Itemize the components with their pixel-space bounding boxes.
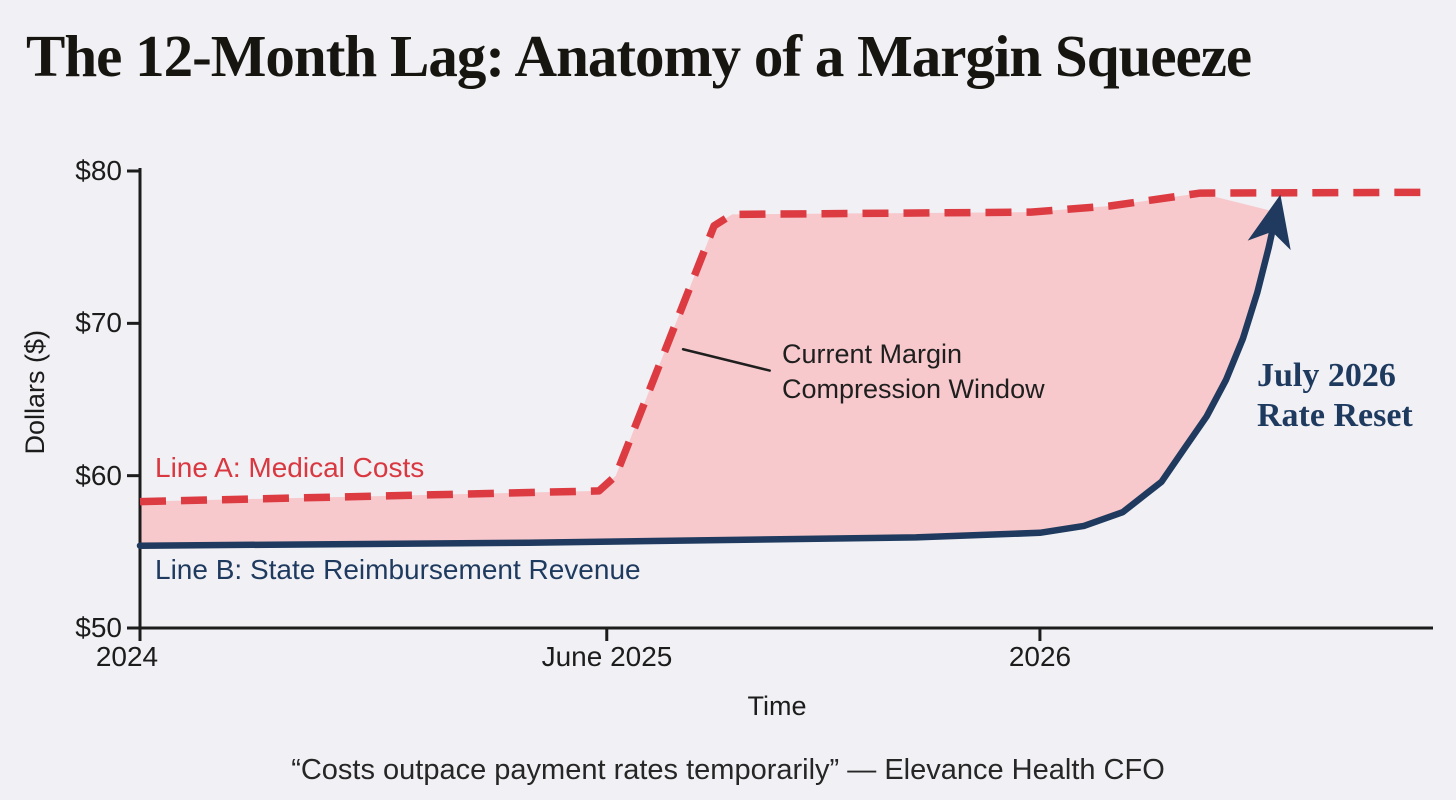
y-tick-label-60: $60 xyxy=(75,460,122,491)
y-tick-label-50: $50 xyxy=(75,612,122,643)
annotation-rate-reset-line2: Rate Reset xyxy=(1257,397,1413,434)
x-tick-label-june2025: June 2025 xyxy=(541,641,673,672)
x-axis-title: Time xyxy=(747,691,807,721)
x-tick-label-2024: 2024 xyxy=(95,641,159,672)
annotation-margin-line2: Compression Window xyxy=(782,374,1045,404)
annotation-margin-compression-window: Current Margin Compression Window xyxy=(782,337,1045,407)
annotation-margin-line1: Current Margin xyxy=(782,339,963,369)
series-label-reimbursement-revenue: Line B: State Reimbursement Revenue xyxy=(155,554,641,585)
y-tick-label-80: $80 xyxy=(75,155,122,186)
series-label-medical-costs: Line A: Medical Costs xyxy=(155,452,425,483)
y-tick-label-70: $70 xyxy=(75,307,122,338)
annotation-rate-reset-line1: July 2026 xyxy=(1257,357,1396,394)
annotation-rate-reset: July 2026 Rate Reset xyxy=(1257,356,1413,436)
y-axis-title: Dollars ($) xyxy=(20,330,50,455)
footer-quote: “Costs outpace payment rates temporarily… xyxy=(291,754,1165,786)
x-tick-label-2026: 2026 xyxy=(1008,641,1072,672)
page-title: The 12-Month Lag: Anatomy of a Margin Sq… xyxy=(26,23,1252,89)
